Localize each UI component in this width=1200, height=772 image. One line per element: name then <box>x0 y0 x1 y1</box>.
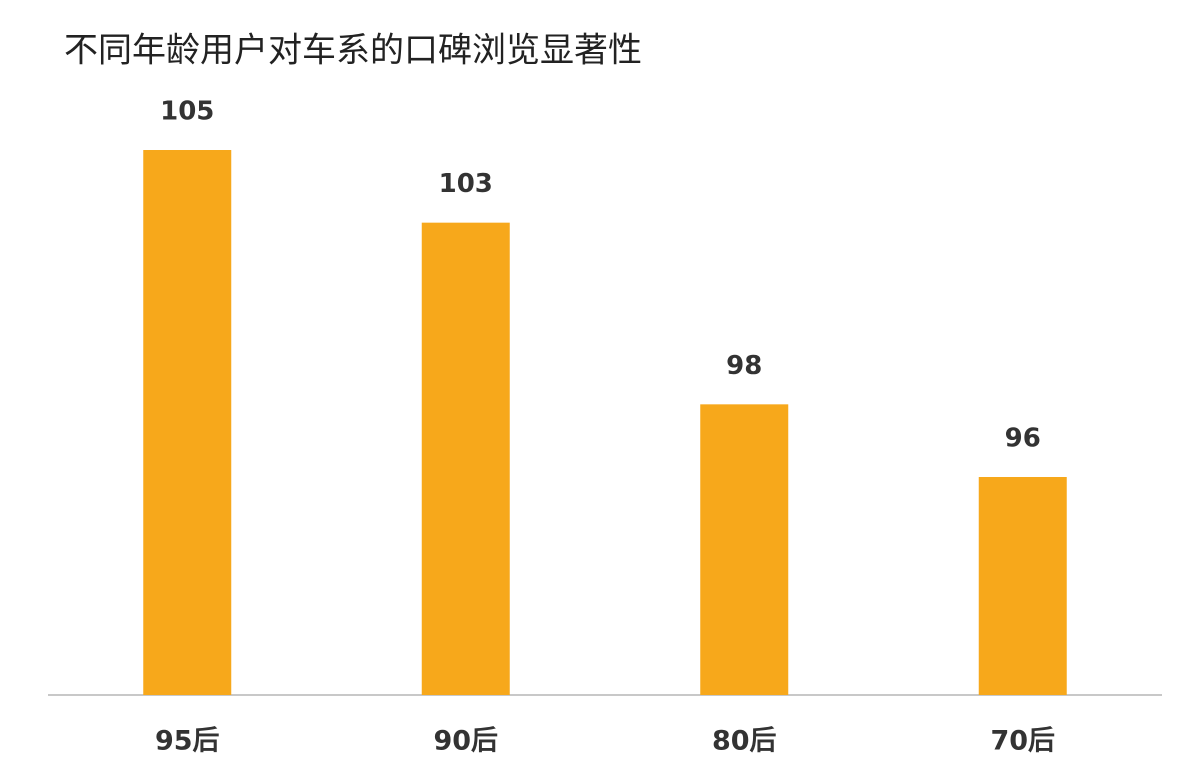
value-label: 105 <box>160 97 214 127</box>
value-label: 96 <box>1005 424 1041 454</box>
bar <box>978 477 1067 695</box>
chart-title: 不同年龄用户对车系的口碑浏览显著性 <box>64 31 642 71</box>
x-tick-label: 70后 <box>990 726 1055 757</box>
x-tick-label: 95后 <box>155 726 220 757</box>
value-label: 103 <box>439 169 493 199</box>
value-label: 98 <box>726 351 762 381</box>
x-tick-label: 80后 <box>712 726 777 757</box>
x-tick-label: 90后 <box>433 726 498 757</box>
bar <box>143 150 232 695</box>
bar <box>700 404 789 695</box>
bar <box>421 222 510 695</box>
